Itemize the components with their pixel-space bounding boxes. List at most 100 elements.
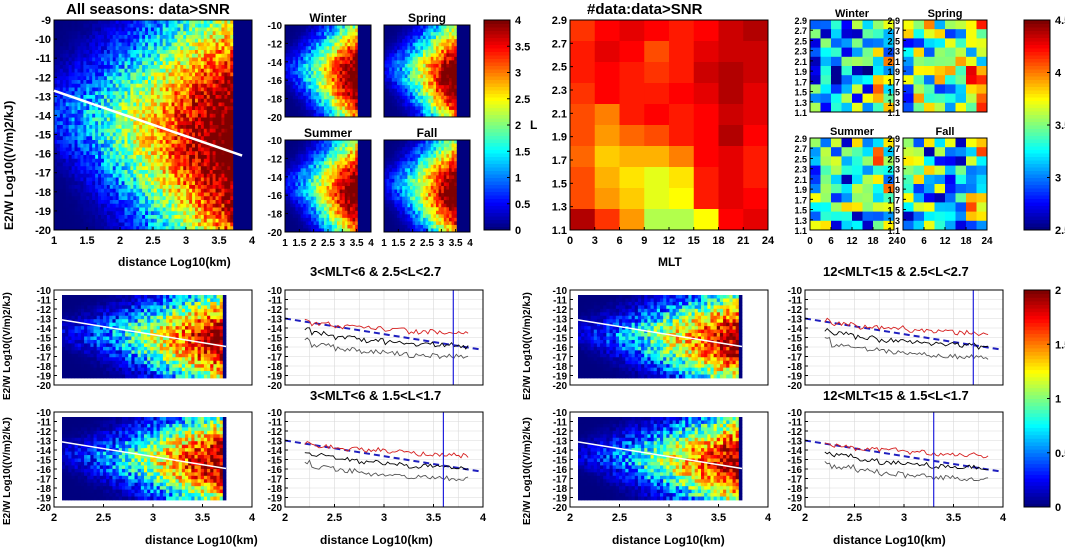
main-heatmap-cell <box>118 91 122 96</box>
main-heatmap-cell <box>109 50 114 55</box>
main-heatmap-cell <box>192 192 196 197</box>
season-heatmap-cell <box>329 81 333 86</box>
main-heatmap-cell <box>221 46 225 51</box>
season-heatmap-cell <box>391 102 395 107</box>
main-heatmap-cell <box>153 65 158 70</box>
season-heatmap-cell <box>386 28 390 33</box>
main-heatmap-cell <box>186 20 190 25</box>
season-heatmap-cell <box>324 85 327 90</box>
main-heatmap-cell <box>150 203 155 208</box>
main-heatmap-cell <box>127 27 131 32</box>
main-heatmap-cell <box>59 136 64 141</box>
season-heatmap-cell <box>329 106 333 111</box>
season-heatmap-cell <box>384 109 387 114</box>
main-heatmap-cell <box>124 91 128 96</box>
main-heatmap-cell <box>127 68 131 73</box>
season-heatmap-cell <box>303 113 307 118</box>
season-heatmap-cell <box>329 85 333 90</box>
main-heatmap-cell <box>112 61 117 66</box>
season-heatmap-cell <box>423 42 426 47</box>
main-heatmap-cell <box>121 200 125 205</box>
main-heatmap-cell <box>227 102 231 107</box>
main-heatmap-cell <box>80 91 84 96</box>
season-heatmap-cell <box>415 39 419 44</box>
season-heatmap-cell <box>397 109 400 114</box>
main-heatmap-cell <box>183 98 187 103</box>
main-heatmap-cell <box>109 151 114 156</box>
main-heatmap-cell <box>153 192 158 197</box>
main-heatmap-cell <box>54 38 58 43</box>
season-heatmap-cell <box>420 32 424 37</box>
season-heatmap-cell <box>391 78 395 83</box>
main-heatmap-cell <box>150 65 155 70</box>
season-heatmap-cell <box>324 49 327 54</box>
main-heatmap-cell <box>145 42 149 47</box>
main-heatmap-cell <box>209 20 214 25</box>
main-heatmap-cell <box>83 91 87 96</box>
main-heatmap-cell <box>139 140 143 145</box>
main-heatmap-cell <box>101 207 105 212</box>
main-heatmap-cell <box>200 38 205 43</box>
main-heatmap-cell <box>103 57 108 62</box>
main-heatmap-cell <box>74 98 78 103</box>
season-heatmap-cell <box>347 92 351 97</box>
season-heatmap-cell <box>311 25 314 29</box>
season-heatmap-cell <box>384 102 387 107</box>
main-heatmap-cell <box>203 218 208 223</box>
main-heatmap-cell <box>148 128 152 133</box>
main-heatmap-cell <box>62 147 67 152</box>
main-heatmap-cell <box>230 177 234 182</box>
main-heatmap-cell <box>86 177 90 182</box>
season-heatmap-cell <box>350 67 353 72</box>
main-heatmap-cell <box>124 128 128 133</box>
main-heatmap-cell <box>103 200 108 205</box>
main-heatmap-cell <box>159 102 164 107</box>
main-heatmap-cell <box>239 151 243 156</box>
main-heatmap-cell <box>127 98 131 103</box>
main-heatmap-cell <box>171 226 175 231</box>
season-heatmap-cell <box>420 95 424 100</box>
season-heatmap-cell <box>420 42 424 47</box>
main-heatmap-cell <box>68 110 73 115</box>
main-heatmap-cell <box>145 128 149 133</box>
main-heatmap-cell <box>206 91 211 96</box>
main-heatmap-cell <box>180 226 184 231</box>
main-heatmap-cell <box>71 83 75 88</box>
main-heatmap-cell <box>206 27 211 32</box>
main-heatmap-cell <box>92 42 96 47</box>
main-heatmap-cell <box>189 143 193 148</box>
main-heatmap-cell <box>101 20 105 25</box>
main-heatmap-cell <box>115 113 120 118</box>
main-heatmap-cell <box>98 143 102 148</box>
main-heatmap-cell <box>121 151 125 156</box>
season-heatmap-cell <box>438 67 442 72</box>
season-heatmap-cell <box>394 28 398 33</box>
main-heatmap-cell <box>159 27 164 32</box>
main-heatmap-cell <box>65 188 70 193</box>
main-heatmap-cell <box>192 188 196 193</box>
main-heatmap-cell <box>162 76 167 81</box>
main-heatmap-cell <box>80 68 84 73</box>
main-heatmap-cell <box>195 177 199 182</box>
season-heatmap-cell <box>438 42 442 47</box>
main-heatmap-cell <box>221 98 225 103</box>
season-heatmap-cell <box>407 109 411 114</box>
season-heatmap-cell <box>292 88 296 93</box>
main-heatmap-cell <box>150 170 155 175</box>
main-heatmap-cell <box>68 203 73 208</box>
main-heatmap-cell <box>98 102 102 107</box>
season-heatmap-cell <box>347 67 351 72</box>
main-heatmap-cell <box>133 140 137 145</box>
main-heatmap-cell <box>183 102 187 107</box>
main-heatmap-cell <box>130 117 134 122</box>
main-heatmap-cell <box>221 128 225 133</box>
main-heatmap-cell <box>236 203 240 208</box>
season-heatmap-cell <box>423 53 426 58</box>
season-heatmap-cell <box>412 81 416 86</box>
main-heatmap-cell <box>133 121 137 126</box>
main-heatmap-cell <box>62 57 67 62</box>
main-heatmap-cell <box>59 31 64 36</box>
main-heatmap-cell <box>162 200 167 205</box>
main-heatmap-cell <box>233 72 237 77</box>
main-heatmap-cell <box>133 162 137 167</box>
